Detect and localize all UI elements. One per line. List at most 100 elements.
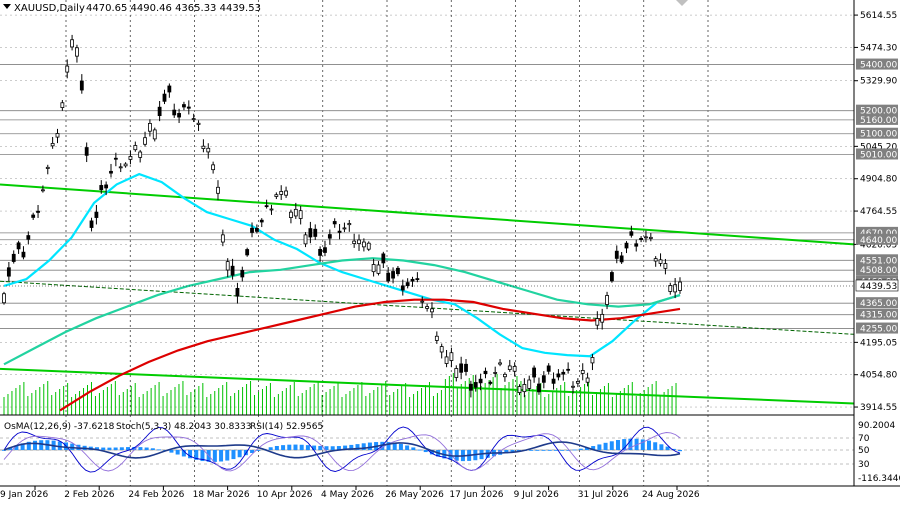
candle-body	[420, 300, 425, 303]
osma-label: OsMA(12,26,9) -37.6218	[4, 422, 115, 432]
candle-body	[284, 190, 288, 196]
candle	[483, 367, 488, 379]
candle-body	[366, 242, 371, 250]
level-tag	[856, 148, 898, 160]
indicator-panel: 90.2004 70 50 30 -116.3446	[0, 421, 900, 484]
candle-body	[177, 113, 181, 118]
candle	[537, 377, 541, 395]
candle	[6, 261, 11, 281]
chart-shift-icon[interactable]	[676, 0, 688, 6]
candle	[21, 246, 26, 260]
osma-bar	[529, 450, 534, 451]
candle-body	[483, 370, 488, 375]
candle-body	[2, 293, 6, 304]
candles[interactable]	[2, 34, 682, 398]
candle-body	[347, 223, 352, 226]
osma-bar	[113, 447, 118, 450]
candle	[225, 258, 230, 278]
osma-bar	[367, 442, 372, 450]
osma-bar	[126, 447, 131, 450]
candle-body	[561, 371, 566, 375]
candle	[464, 358, 468, 376]
candle	[94, 204, 99, 225]
candle	[308, 221, 313, 244]
osma-bar	[343, 445, 348, 450]
osma-bar	[336, 446, 341, 450]
osma-bar	[256, 450, 261, 451]
candle-body	[391, 271, 395, 279]
candle	[590, 354, 595, 371]
candle-body	[172, 109, 177, 116]
price-tick-label: 3914.55	[860, 403, 897, 413]
candle	[104, 181, 109, 196]
candle-body	[50, 143, 55, 147]
level-tag	[856, 58, 898, 70]
osma-bar	[293, 444, 298, 450]
time-label: 17 Jun 2026	[449, 490, 503, 500]
level-tag	[856, 226, 898, 238]
level-tag-label: 5400.00	[860, 61, 897, 71]
candle-body	[65, 65, 70, 73]
candle-body	[434, 335, 439, 341]
candle-body	[425, 306, 430, 309]
candle	[162, 89, 167, 105]
candle	[503, 372, 507, 382]
candle	[60, 100, 65, 111]
candle	[31, 212, 36, 220]
chart-header-ohlc: 4470.65 4490.46 4365.33 4439.53	[86, 3, 261, 14]
candle-body	[128, 156, 133, 160]
candle	[459, 356, 464, 380]
candle-body	[41, 189, 45, 192]
candle-body	[522, 384, 527, 393]
time-label: 24 Aug 2026	[642, 490, 700, 500]
candle-body	[274, 194, 279, 197]
candle	[391, 267, 395, 284]
candle-body	[152, 129, 157, 140]
osma-bar	[578, 448, 583, 450]
candle	[206, 143, 211, 159]
osma-bar	[504, 450, 509, 454]
osma-bar	[119, 447, 124, 450]
level-tag	[856, 104, 898, 116]
stoch-label: Stoch(5,3,3) 48.2043 30.8333	[116, 422, 251, 432]
level-tag	[856, 113, 898, 125]
candle-body	[473, 382, 478, 388]
candle-body	[541, 375, 546, 383]
candle	[123, 162, 128, 168]
candle	[55, 128, 60, 144]
osma-bar	[95, 447, 100, 450]
osma-bar	[57, 441, 62, 450]
osma-bar	[609, 441, 614, 450]
candle-body	[11, 253, 16, 262]
price-tick-label: 5329.90	[860, 77, 897, 87]
candle-body	[673, 284, 678, 293]
osma-bar	[572, 449, 577, 451]
osma-bar	[330, 446, 335, 450]
dropdown-triangle-icon[interactable]	[3, 4, 11, 9]
level-tag-label: 4640.00	[860, 236, 897, 246]
osma-bar	[318, 445, 323, 450]
level-tag-label: 4508.00	[860, 266, 897, 276]
candle	[527, 375, 532, 392]
osma-bar	[237, 450, 242, 458]
candle-body	[639, 238, 643, 241]
candle-body	[610, 272, 614, 282]
candle	[235, 282, 240, 304]
candle-body	[653, 258, 658, 262]
candle-body	[634, 243, 639, 247]
candle-body	[386, 272, 391, 282]
candle	[585, 372, 590, 387]
candle	[89, 217, 94, 232]
candle-body	[157, 106, 162, 117]
candle	[668, 282, 673, 295]
candle-body	[405, 282, 410, 287]
candle	[673, 278, 678, 299]
candle-body	[79, 80, 84, 91]
candle	[230, 258, 235, 280]
osma-bar	[547, 450, 552, 451]
candle	[488, 380, 493, 386]
candle	[293, 202, 298, 219]
candle-body	[245, 249, 250, 256]
osma-bar	[398, 443, 403, 450]
